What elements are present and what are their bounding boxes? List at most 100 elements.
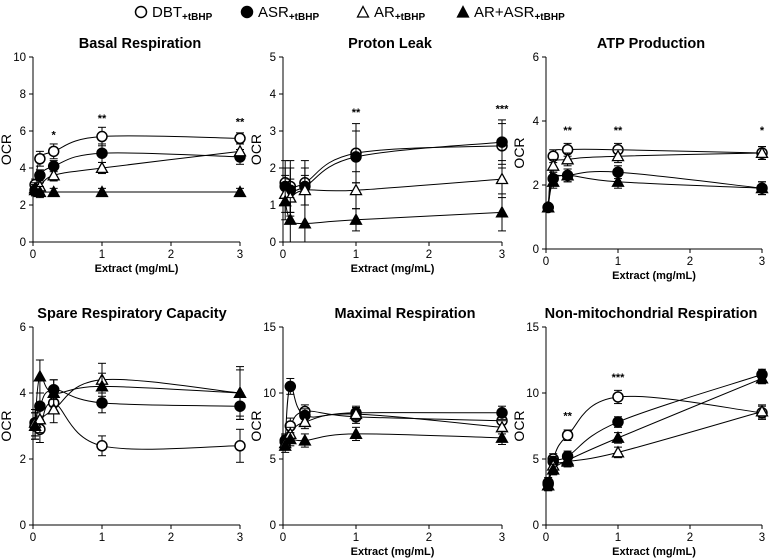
filled-triangle-marker	[278, 438, 292, 451]
open-triangle-marker	[47, 168, 61, 181]
open-triangle-marker	[95, 161, 109, 174]
open-circle-marker	[96, 130, 108, 143]
series-line	[547, 378, 763, 486]
series-line	[547, 174, 763, 208]
x-tick-label: 3	[759, 256, 765, 268]
x-axis-label: Extract (mg/mL)	[612, 270, 696, 282]
legend-label: AR	[374, 4, 395, 21]
series-ar-tbhp	[541, 404, 769, 492]
y-tick-label: 4	[20, 163, 27, 175]
y-tick-label: 2	[20, 200, 26, 212]
chart-title: Basal Respiration	[79, 36, 202, 52]
legend-label: AR+ASR	[474, 4, 535, 21]
series-line	[284, 385, 503, 442]
y-tick-label: 6	[20, 322, 26, 334]
filled-triangle-marker	[560, 453, 575, 466]
filled-circle-marker	[350, 151, 362, 163]
series-asr-tbhp	[279, 377, 508, 449]
chart-panel: ATP Production 0 2 4 6 0 1 2 3 OCR Extract (mg/mL)…	[511, 36, 769, 282]
filled-triangle-marker	[546, 174, 560, 187]
open-circle-marker	[96, 440, 108, 452]
series-line	[547, 152, 763, 208]
x-tick-label: 2	[687, 256, 693, 268]
filled-triangle-marker	[541, 200, 555, 213]
open-triangle-icon	[356, 5, 370, 18]
series-line	[284, 433, 503, 447]
filled-triangle-marker	[283, 212, 297, 225]
series-ar-asr-tbhp	[278, 426, 509, 453]
y-tick-label: 15	[526, 322, 539, 334]
open-triangle-marker	[233, 144, 247, 157]
chart-panel: Basal Respiration 0 2 4 6 8 10 0 1 2 3 OCR Extract (…	[0, 36, 247, 275]
x-tick-label: 1	[353, 249, 359, 261]
open-triangle-marker	[611, 445, 625, 458]
filled-triangle-marker	[560, 168, 575, 181]
open-triangle-marker	[546, 158, 560, 171]
series-dbt-tbhp	[29, 392, 246, 463]
legend-item-ar-asr: AR+ASR+tBHP	[456, 4, 565, 23]
series-line	[34, 402, 241, 450]
filled-triangle-marker	[233, 185, 247, 198]
open-circle-marker	[47, 145, 60, 158]
x-tick-label: 3	[499, 249, 505, 261]
series-ar-asr-tbhp	[28, 359, 247, 440]
x-tick-label: 0	[30, 532, 36, 544]
y-tick-label: 4	[270, 89, 277, 101]
legend-sub: +tBHP	[394, 12, 426, 23]
x-tick-label: 1	[99, 532, 105, 544]
significance-mark: **	[352, 107, 361, 119]
series-line	[34, 189, 240, 193]
open-triangle-marker	[298, 183, 312, 196]
x-tick-label: 1	[353, 532, 359, 544]
filled-circle-icon	[240, 5, 254, 19]
y-tick-label: 0	[20, 237, 26, 249]
filled-triangle-marker	[47, 386, 61, 399]
series-line	[547, 374, 763, 485]
legend-item-dbt: DBT+tBHP	[134, 4, 212, 23]
series-line	[284, 201, 503, 225]
y-tick-label: 10	[526, 388, 539, 400]
series-asr-tbhp	[29, 143, 246, 197]
series-ar-tbhp	[278, 160, 509, 217]
significance-mark: ***	[612, 372, 626, 384]
y-tick-label: 8	[20, 89, 26, 101]
open-circle-marker	[234, 132, 246, 145]
chart-panel: Non-mitochondrial Respiration 0 5 10 15 0 1 2 3 O…	[511, 306, 769, 558]
filled-circle-marker	[34, 169, 46, 182]
chart-panel: Spare Respiratory Capacity 0 2 4 6 0 1 2 3 OCR	[0, 306, 247, 544]
series-asr-tbhp	[29, 379, 246, 437]
chart-title: ATP Production	[597, 36, 705, 52]
chart-panel: Proton Leak 0 1 2 3 4 5 0 1 2 3 OCR Extract (mg/mL) *…	[248, 36, 509, 275]
y-tick-label: 1	[270, 200, 276, 212]
filled-triangle-marker	[541, 478, 555, 491]
filled-triangle-marker	[611, 174, 625, 187]
filled-triangle-marker	[33, 185, 47, 198]
x-tick-label: 2	[168, 532, 174, 544]
x-tick-label: 3	[237, 249, 243, 261]
series-dbt-tbhp	[29, 126, 246, 191]
filled-circle-marker	[96, 147, 108, 159]
series-ar-asr-tbhp	[541, 371, 769, 492]
open-circle-marker	[561, 429, 574, 441]
series-asr-tbhp	[542, 368, 768, 490]
open-circle-marker	[612, 391, 624, 403]
filled-triangle-marker	[546, 462, 560, 475]
open-triangle-marker	[47, 402, 61, 415]
x-tick-label: 3	[499, 532, 505, 544]
y-tick-label: 3	[270, 126, 276, 138]
filled-triangle-marker	[95, 185, 109, 198]
x-axis-label: Extract (mg/mL)	[612, 546, 696, 558]
series-line	[547, 395, 763, 483]
series-line	[34, 374, 241, 427]
chart-title: Maximal Respiration	[334, 306, 475, 322]
chart-title: Non-mitochondrial Respiration	[545, 306, 758, 322]
x-tick-label: 1	[615, 532, 621, 544]
significance-mark: **	[563, 410, 572, 422]
open-triangle-marker	[611, 149, 625, 162]
series-ar-asr-tbhp	[541, 168, 769, 213]
x-tick-label: 0	[543, 532, 549, 544]
filled-triangle-marker	[755, 371, 769, 384]
series-ar-tbhp	[278, 407, 509, 451]
open-triangle-marker	[349, 183, 363, 196]
